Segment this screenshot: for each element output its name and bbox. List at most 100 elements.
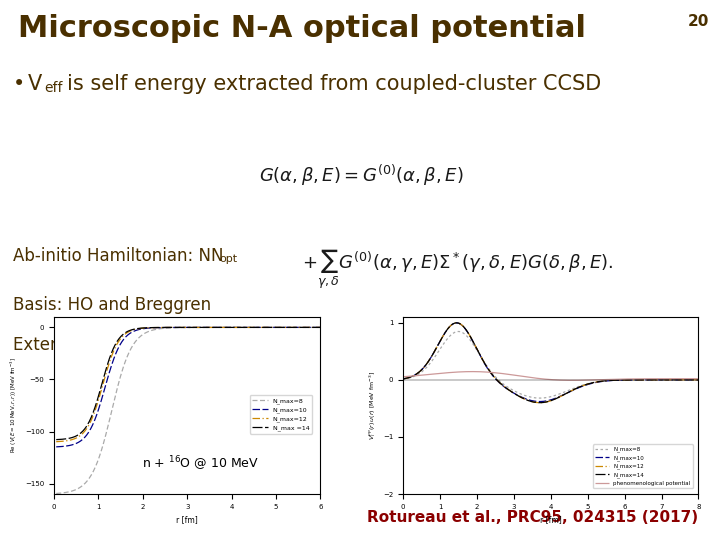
N_max =14 xyxy=(316,324,325,330)
N_max=12 xyxy=(536,400,544,406)
Text: V: V xyxy=(27,75,42,94)
N_max=12 xyxy=(156,324,165,330)
phenomenological potential xyxy=(399,374,408,380)
N_max=8 xyxy=(243,324,251,330)
N_max=12 xyxy=(559,392,568,398)
N_max=10 xyxy=(694,376,703,383)
phenomenological potential xyxy=(688,375,697,382)
N_max=14 xyxy=(694,376,703,383)
N_max=12 xyxy=(542,399,551,405)
N_max =14 xyxy=(243,324,251,330)
N_max=12 xyxy=(576,383,585,390)
N_max =14 xyxy=(84,421,92,427)
Line: N_max=10: N_max=10 xyxy=(403,323,698,402)
N_max=10 xyxy=(316,324,325,330)
N_max=12 xyxy=(243,324,251,330)
Text: Basis: HO and Breggren: Basis: HO and Breggren xyxy=(13,296,211,314)
Line: N_max=12: N_max=12 xyxy=(56,327,320,442)
N_max=8 xyxy=(218,324,227,330)
N_max=8 xyxy=(559,389,568,395)
N_max=12 xyxy=(688,376,697,383)
Text: Ab-initio Hamiltonian: NN: Ab-initio Hamiltonian: NN xyxy=(13,247,223,265)
N_max=10 xyxy=(156,325,165,331)
N_max=8 xyxy=(156,326,165,332)
Line: N_max=8: N_max=8 xyxy=(403,332,698,398)
Text: $+ \sum_{\gamma,\delta} G^{(0)}(\alpha, \gamma, E)\Sigma^*(\gamma, \delta, E)G(\: $+ \sum_{\gamma,\delta} G^{(0)}(\alpha, … xyxy=(302,247,614,291)
N_max=12 xyxy=(316,324,325,330)
phenomenological potential xyxy=(567,377,576,383)
Y-axis label: $V^{pp}_{l}(r)\,u(r)$ [MeV fm$^{-3}$]: $V^{pp}_{l}(r)\,u(r)$ [MeV fm$^{-3}$] xyxy=(366,371,377,440)
N_max=8 xyxy=(536,395,544,401)
N_max=12 xyxy=(138,325,147,332)
N_max=8 xyxy=(540,395,549,401)
N_max=12 xyxy=(399,376,408,382)
N_max=8 xyxy=(688,376,697,383)
N_max =14 xyxy=(138,325,147,331)
N_max=10 xyxy=(542,397,551,404)
N_max=14 xyxy=(542,399,551,405)
Text: Extend for convergence of potential.: Extend for convergence of potential. xyxy=(13,336,317,354)
X-axis label: r [fm]: r [fm] xyxy=(540,515,562,524)
Text: $G(\alpha, \beta, E) = G^{(0)}(\alpha, \beta, E)$: $G(\alpha, \beta, E) = G^{(0)}(\alpha, \… xyxy=(259,163,464,188)
N_max =14 xyxy=(156,324,165,330)
N_max=14 xyxy=(688,376,697,383)
N_max=12 xyxy=(540,399,549,406)
phenomenological potential xyxy=(468,368,477,375)
N_max=8 xyxy=(694,376,703,383)
phenomenological potential xyxy=(540,376,549,382)
Text: 20: 20 xyxy=(688,14,709,29)
phenomenological potential xyxy=(694,375,703,382)
N_max=10 xyxy=(243,324,251,330)
Line: N_max =14: N_max =14 xyxy=(56,327,320,440)
Text: is self energy extracted from coupled-cluster CCSD: is self energy extracted from coupled-cl… xyxy=(67,75,601,94)
Y-axis label: Re ($V(E{=}10\,\mathrm{MeV},r,r)$) [MeV fm$^{-3}$]: Re ($V(E{=}10\,\mathrm{MeV},r,r)$) [MeV … xyxy=(9,357,19,454)
N_max=10 xyxy=(138,326,147,332)
N_max=14 xyxy=(399,376,408,382)
N_max=10 xyxy=(399,376,408,382)
Line: N_max=14: N_max=14 xyxy=(403,323,698,403)
N_max=10 xyxy=(559,391,568,397)
Line: N_max=8: N_max=8 xyxy=(56,327,320,494)
Line: phenomenological potential: phenomenological potential xyxy=(403,372,698,380)
N_max=10 xyxy=(576,384,585,390)
N_max=8 xyxy=(84,477,92,483)
N_max=8 xyxy=(399,376,408,382)
N_max=14 xyxy=(559,392,568,398)
phenomenological potential xyxy=(642,375,651,382)
N_max=10 xyxy=(536,399,544,405)
Text: Rotureau et al., PRC95, 024315 (2017): Rotureau et al., PRC95, 024315 (2017) xyxy=(367,510,698,525)
N_max =14 xyxy=(244,324,253,330)
N_max=14 xyxy=(642,376,651,383)
N_max=10 xyxy=(452,320,461,326)
N_max=8 xyxy=(454,328,462,335)
N_max=10 xyxy=(642,376,651,383)
N_max=10 xyxy=(688,376,697,383)
N_max =14 xyxy=(218,324,227,330)
N_max=12 xyxy=(452,320,461,326)
N_max=14 xyxy=(452,320,461,326)
N_max=10 xyxy=(84,430,92,436)
N_max=8 xyxy=(52,490,60,497)
N_max=10 xyxy=(244,324,253,330)
N_max=12 xyxy=(84,423,92,430)
N_max=12 xyxy=(642,376,651,383)
N_max=12 xyxy=(218,324,227,330)
Line: N_max=12: N_max=12 xyxy=(403,323,698,403)
Line: N_max=10: N_max=10 xyxy=(56,327,320,447)
Legend: N_max=8, N_max=10, N_max=12, N_max=14, phenomenological potential: N_max=8, N_max=10, N_max=12, N_max=14, p… xyxy=(593,444,693,488)
N_max=8 xyxy=(642,376,651,383)
N_max=8 xyxy=(138,332,147,338)
N_max=10 xyxy=(540,398,549,404)
N_max=14 xyxy=(536,400,544,406)
phenomenological potential xyxy=(576,377,585,383)
N_max=10 xyxy=(218,324,227,330)
N_max=8 xyxy=(542,394,551,401)
Legend: N_max=8, N_max=10, N_max=12, N_max =14: N_max=8, N_max=10, N_max=12, N_max =14 xyxy=(250,395,312,434)
N_max=12 xyxy=(694,376,703,383)
N_max=8 xyxy=(576,383,585,389)
X-axis label: r [fm]: r [fm] xyxy=(176,515,198,524)
N_max=10 xyxy=(52,443,60,450)
N_max =14 xyxy=(52,436,60,443)
Text: •: • xyxy=(13,75,25,94)
Text: opt: opt xyxy=(220,254,238,264)
